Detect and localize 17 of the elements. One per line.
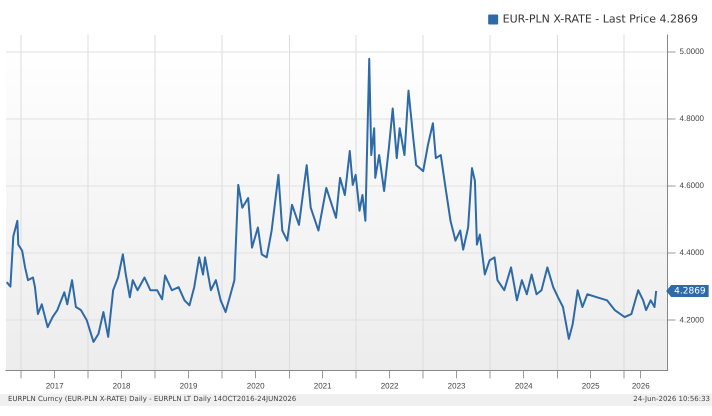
x-tick-label: 2026 (632, 381, 650, 390)
x-tick-label: 2021 (314, 381, 332, 390)
x-tick-label: 2019 (180, 381, 198, 390)
x-tick-label: 2025 (582, 381, 600, 390)
y-tick-label: 4.2000 (680, 315, 705, 324)
y-tick-label: 4.8000 (680, 114, 705, 124)
annotation: 4.2869 (674, 286, 706, 296)
x-tick-label: 2024 (514, 381, 534, 390)
x-tick-label: 2017 (46, 381, 64, 390)
y-tick-label: 4.4000 (680, 248, 705, 258)
x-tick-label: 2020 (246, 381, 266, 390)
y-tick-label: 4.6000 (680, 181, 705, 190)
y-tick-label: 5.0000 (680, 46, 705, 56)
x-tick-label: 2023 (448, 381, 466, 390)
x-tick-label: 2022 (380, 381, 400, 390)
legend-label: EUR-PLN X-RATE - Last Price 4.2869 (502, 12, 698, 26)
x-tick-label: 2018 (112, 381, 132, 390)
